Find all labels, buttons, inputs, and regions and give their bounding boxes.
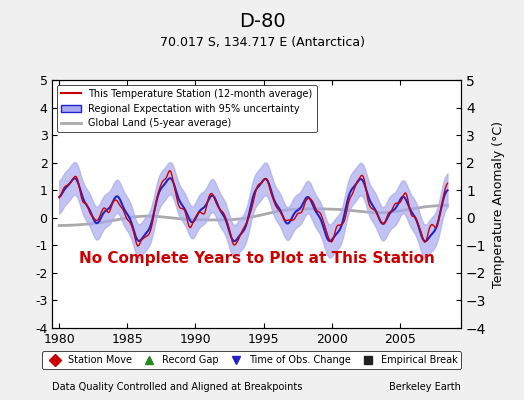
Text: D-80: D-80	[239, 12, 285, 31]
Text: No Complete Years to Plot at This Station: No Complete Years to Plot at This Statio…	[79, 251, 435, 266]
Text: Data Quality Controlled and Aligned at Breakpoints: Data Quality Controlled and Aligned at B…	[52, 382, 303, 392]
Y-axis label: Temperature Anomaly (°C): Temperature Anomaly (°C)	[492, 120, 505, 288]
Legend: This Temperature Station (12-month average), Regional Expectation with 95% uncer: This Temperature Station (12-month avera…	[57, 85, 316, 132]
Legend: Station Move, Record Gap, Time of Obs. Change, Empirical Break: Station Move, Record Gap, Time of Obs. C…	[41, 351, 462, 369]
Text: Berkeley Earth: Berkeley Earth	[389, 382, 461, 392]
Text: 70.017 S, 134.717 E (Antarctica): 70.017 S, 134.717 E (Antarctica)	[159, 36, 365, 49]
